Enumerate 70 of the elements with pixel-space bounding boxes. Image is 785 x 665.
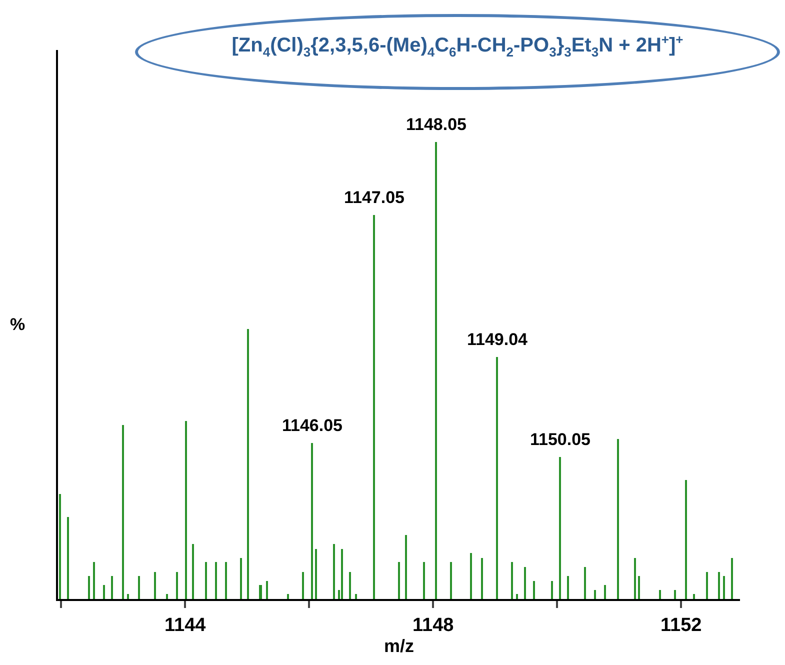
bar: [405, 535, 407, 599]
bar: [185, 421, 187, 599]
annotation: 1149.04: [467, 330, 528, 349]
bar: [192, 544, 194, 599]
bar: [93, 562, 95, 599]
bar: [638, 576, 640, 599]
bar: [634, 558, 636, 599]
bar: [496, 357, 498, 599]
bar: [138, 576, 140, 599]
bar: [205, 562, 207, 599]
annotation: 1146.05: [282, 416, 343, 435]
bar: [450, 562, 452, 599]
x-tick-label: 1152: [660, 614, 702, 636]
bar: [511, 562, 513, 599]
bar: [176, 572, 178, 599]
x-tick-label: 1144: [164, 614, 206, 636]
annotation: 1148.05: [406, 115, 467, 134]
bar: [240, 558, 242, 599]
bar: [559, 457, 561, 599]
bar: [423, 562, 425, 599]
annotation: 1147.05: [344, 188, 405, 207]
annotation: 1150.05: [530, 430, 591, 449]
bar: [311, 443, 313, 599]
bar: [718, 572, 720, 599]
bar: [685, 480, 687, 599]
bar: [470, 553, 472, 599]
bar: [302, 572, 304, 599]
bar: [659, 590, 661, 599]
x-tick-label: 1148: [412, 614, 454, 636]
bar: [88, 576, 90, 599]
bar: [67, 517, 69, 599]
bar: [103, 585, 105, 599]
y-axis-title: %: [10, 315, 26, 334]
bar: [315, 549, 317, 599]
bar: [333, 544, 335, 599]
bar: [524, 567, 526, 599]
bar: [341, 549, 343, 599]
bar: [154, 572, 156, 599]
bar: [349, 572, 351, 599]
bar: [584, 567, 586, 599]
bar: [731, 558, 733, 599]
bar: [122, 425, 124, 599]
bar: [215, 562, 217, 599]
bar: [723, 576, 725, 599]
bar: [551, 581, 553, 599]
bar: [355, 594, 357, 599]
x-axis-title: m/z: [384, 636, 414, 656]
bar: [435, 142, 437, 599]
bar: [259, 585, 262, 599]
bar: [225, 562, 227, 599]
bar: [247, 329, 249, 599]
bar: [516, 594, 518, 599]
bar: [266, 581, 268, 599]
bar: [674, 590, 676, 599]
bar: [373, 215, 375, 599]
bar: [398, 562, 400, 599]
bar: [166, 594, 168, 599]
bar: [111, 576, 113, 599]
chart-title: [Zn$_{4}$(Cl)$_{3}${2,3,5,6-(Me)$_{4}$C$_{6}$H-CH$_{2}$-PO$_{3}$}$_{3}$Et$_{3}$N + 2H$^{+}$]$^{+}$: [232, 32, 684, 60]
bar: [706, 572, 708, 599]
bar: [693, 594, 695, 599]
bar: [533, 581, 535, 599]
bar: [567, 576, 569, 599]
bar: [481, 558, 483, 599]
bar: [594, 590, 596, 599]
bar: [127, 594, 129, 599]
bar: [604, 585, 606, 599]
bar: [59, 494, 61, 599]
bar: [617, 439, 619, 599]
bar: [287, 594, 289, 599]
